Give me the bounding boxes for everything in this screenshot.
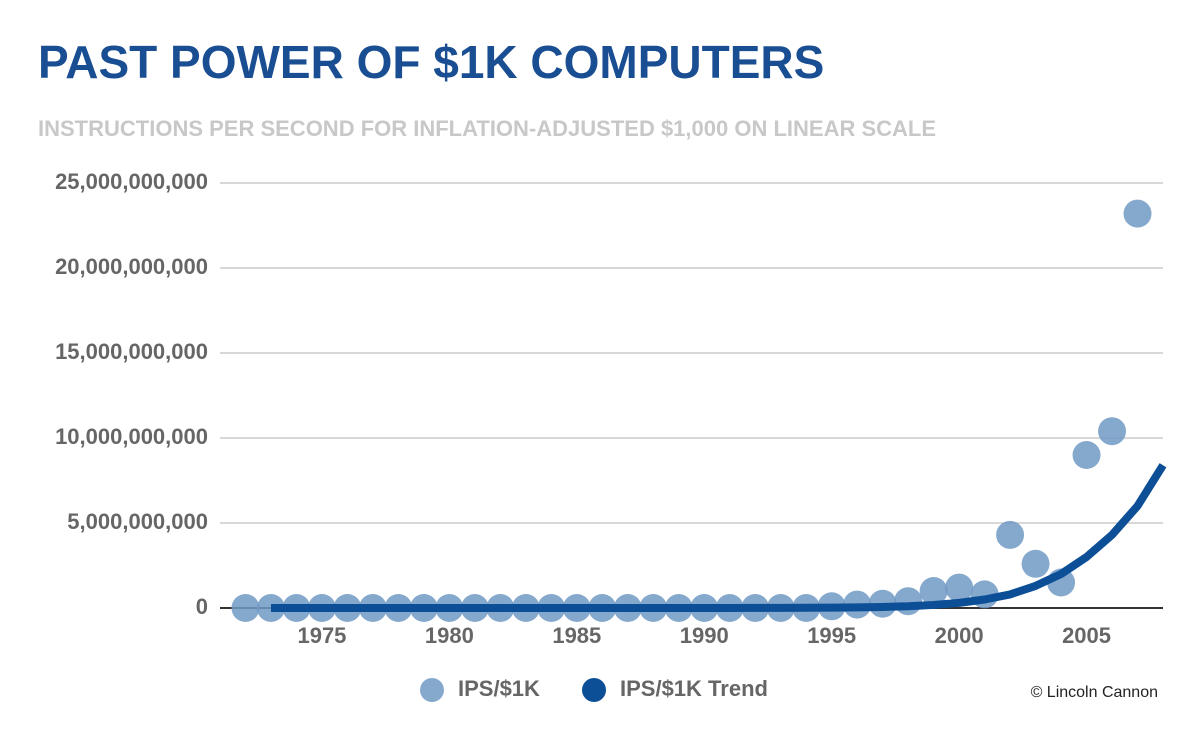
- legend-marker: [420, 678, 444, 702]
- trend-line: [270, 463, 1167, 612]
- y-tick-label: 10,000,000,000: [55, 424, 208, 449]
- legend-label: IPS/$1K: [458, 676, 540, 701]
- y-tick-label: 5,000,000,000: [67, 509, 208, 534]
- scatter-point: [1021, 549, 1050, 578]
- scatter-point: [231, 594, 260, 622]
- legend-marker: [582, 678, 606, 702]
- credit: © Lincoln Cannon: [1031, 684, 1158, 701]
- scatter-point: [1123, 199, 1152, 228]
- scatter-point: [996, 520, 1025, 549]
- legend-label: IPS/$1K Trend: [620, 676, 768, 701]
- x-tick-label: 1985: [552, 623, 601, 648]
- x-tick-label: 2005: [1062, 623, 1111, 648]
- scatter-point: [945, 573, 974, 602]
- y-tick-label: 15,000,000,000: [55, 339, 208, 364]
- x-tick-label: 1975: [297, 623, 346, 648]
- chart-title: PAST POWER OF $1K COMPUTERS: [38, 36, 824, 88]
- chart-subtitle: INSTRUCTIONS PER SECOND FOR INFLATION-AD…: [38, 116, 936, 141]
- scatter-point: [894, 587, 923, 616]
- scatter-point: [1072, 441, 1101, 469]
- x-tick-label: 1990: [680, 623, 729, 648]
- y-tick-label: 0: [196, 594, 208, 619]
- x-tick-label: 1980: [425, 623, 474, 648]
- scatter-point: [919, 577, 948, 605]
- y-tick-label: 20,000,000,000: [55, 254, 208, 279]
- x-tick-label: 2000: [935, 623, 984, 648]
- scatter-point: [1098, 417, 1127, 446]
- x-tick-label: 1995: [807, 623, 856, 648]
- y-tick-label: 25,000,000,000: [55, 169, 208, 194]
